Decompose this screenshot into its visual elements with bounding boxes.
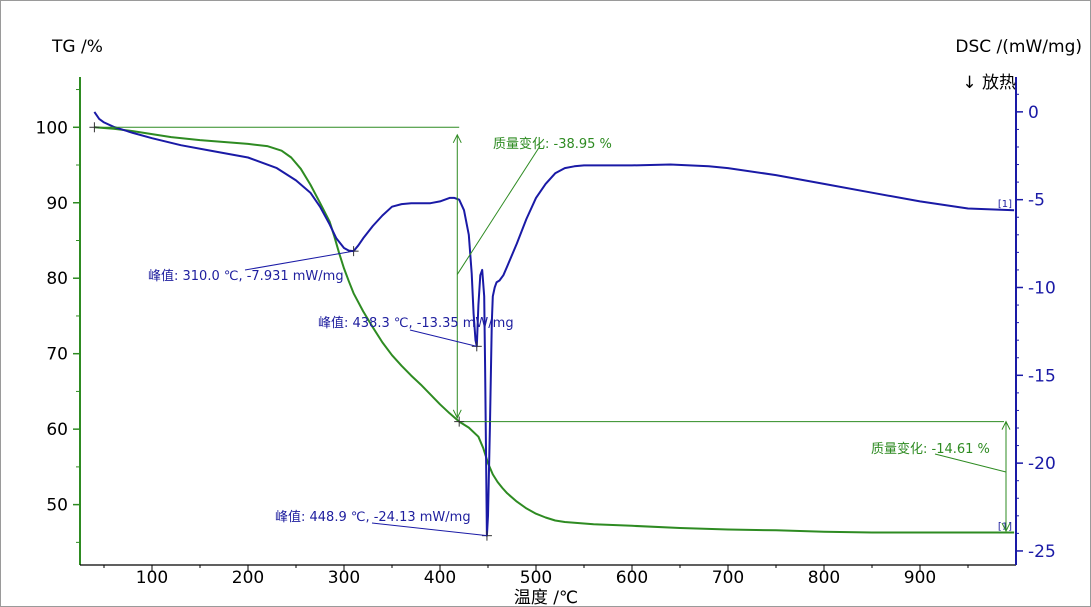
mass-change1-leader <box>456 145 541 275</box>
peak3-leader <box>371 522 487 537</box>
peak2-label: 峰值: 438.3 ℃, -13.35 mW/mg <box>318 315 514 331</box>
tg-axis-title: TG /% <box>51 37 103 57</box>
mass-change2-arrowhead-top <box>1001 420 1011 430</box>
mass-change1-label: 质量变化: -38.95 % <box>493 136 612 152</box>
dsc-curve <box>93 111 1015 537</box>
mass-change2-label: 质量变化: -14.61 % <box>871 441 990 457</box>
dsc-curve-tag: [1] <box>998 199 1012 210</box>
tg-tick-label: 70 <box>46 345 68 365</box>
x-tick-label: 300 <box>328 568 360 588</box>
mass-change2-arrowhead-bottom <box>1001 522 1011 533</box>
tg-tick-label: 60 <box>46 420 68 440</box>
dsc-axis-title: DSC /(mW/mg) <box>955 37 1082 57</box>
x-tick-label: 600 <box>616 568 648 588</box>
dsc-tick-label: -10 <box>1028 278 1056 298</box>
dsc-tick-label: -5 <box>1028 191 1045 211</box>
peak1-label: 峰值: 310.0 ℃, -7.931 mW/mg <box>148 268 344 284</box>
dsc-tick-label: -25 <box>1028 542 1056 562</box>
series-layer: [1] [1] <box>93 111 1015 537</box>
exo-direction-label: ↓ 放热 <box>962 73 1016 93</box>
tg-tick-label: 50 <box>46 496 68 516</box>
mass-change1-arrowhead-top <box>452 133 462 144</box>
annotation-layer: 质量变化: -38.95 % 质量变化: -14.61 % 峰值: 310.0 ℃,… <box>89 122 1011 541</box>
x-tick-label: 800 <box>808 568 840 588</box>
x-tick-label: 500 <box>520 568 552 588</box>
tg-tick-label: 90 <box>46 194 68 214</box>
x-tick-label: 100 <box>136 568 168 588</box>
x-tick-label: 700 <box>712 568 744 588</box>
mass-change2-leader <box>934 453 1007 473</box>
x-axis-title: 温度 /℃ <box>514 588 578 607</box>
tg-tick-label: 80 <box>46 269 68 289</box>
peak1-leader <box>244 250 354 271</box>
tg-curve-tag: [1] <box>998 522 1012 533</box>
peak3-label: 峰值: 448.9 ℃, -24.13 mW/mg <box>275 509 471 525</box>
x-tick-label: 200 <box>232 568 264 588</box>
dsc-tick-label: -20 <box>1028 454 1056 474</box>
dsc-tick-label: -15 <box>1028 366 1056 386</box>
x-tick-label: 900 <box>904 568 936 588</box>
mass-change1-arrowhead-bottom <box>452 409 462 419</box>
x-tick-label: 400 <box>424 568 456 588</box>
axes-layer: 100 200 300 400 500 600 700 800 900 50 60 70 80 90 100… <box>36 37 1082 607</box>
dsc-tick-label: 0 <box>1028 103 1039 123</box>
tg-tick-label: 100 <box>36 118 68 138</box>
tg-curve <box>94 126 1015 534</box>
peak2-leader <box>409 329 477 347</box>
